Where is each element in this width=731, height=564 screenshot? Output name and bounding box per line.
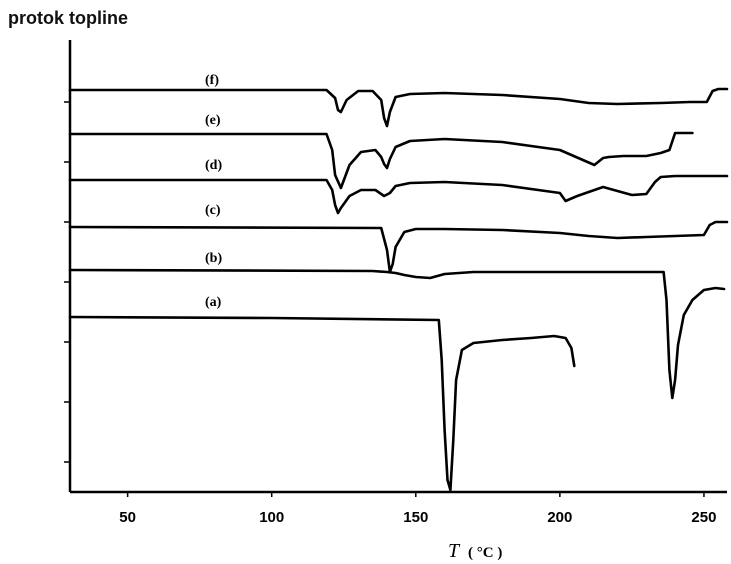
page-title: protok topline bbox=[8, 8, 128, 28]
curve-c bbox=[68, 220, 729, 274]
x-tick-label: 200 bbox=[547, 509, 572, 526]
curve-f bbox=[68, 87, 729, 128]
x-axis-label: T ( °C ) bbox=[448, 540, 502, 562]
chart-curves bbox=[68, 87, 729, 492]
x-axis-unit: ( °C ) bbox=[468, 545, 502, 561]
curve-label-a: (a) bbox=[205, 295, 222, 310]
curve-e bbox=[68, 131, 694, 190]
x-tick-label: 150 bbox=[403, 509, 428, 526]
curve-label-c: (c) bbox=[205, 203, 221, 218]
curve-labels: (f) (e) (d) (c) (b) (a) bbox=[205, 73, 222, 310]
curve-label-f: (f) bbox=[205, 73, 219, 88]
x-tick-label: 250 bbox=[691, 509, 716, 526]
chart-axes: 50 100 150 200 250 bbox=[64, 40, 727, 526]
curve-label-d: (d) bbox=[205, 158, 222, 173]
curve-label-b: (b) bbox=[205, 251, 222, 266]
x-tick-label: 100 bbox=[259, 509, 284, 526]
x-axis-symbol: T bbox=[448, 540, 461, 562]
curve-b bbox=[68, 268, 726, 400]
curve-label-e: (e) bbox=[205, 113, 221, 128]
curve-a bbox=[68, 315, 576, 492]
x-tick-label: 50 bbox=[119, 509, 136, 526]
curve-d bbox=[68, 174, 729, 215]
